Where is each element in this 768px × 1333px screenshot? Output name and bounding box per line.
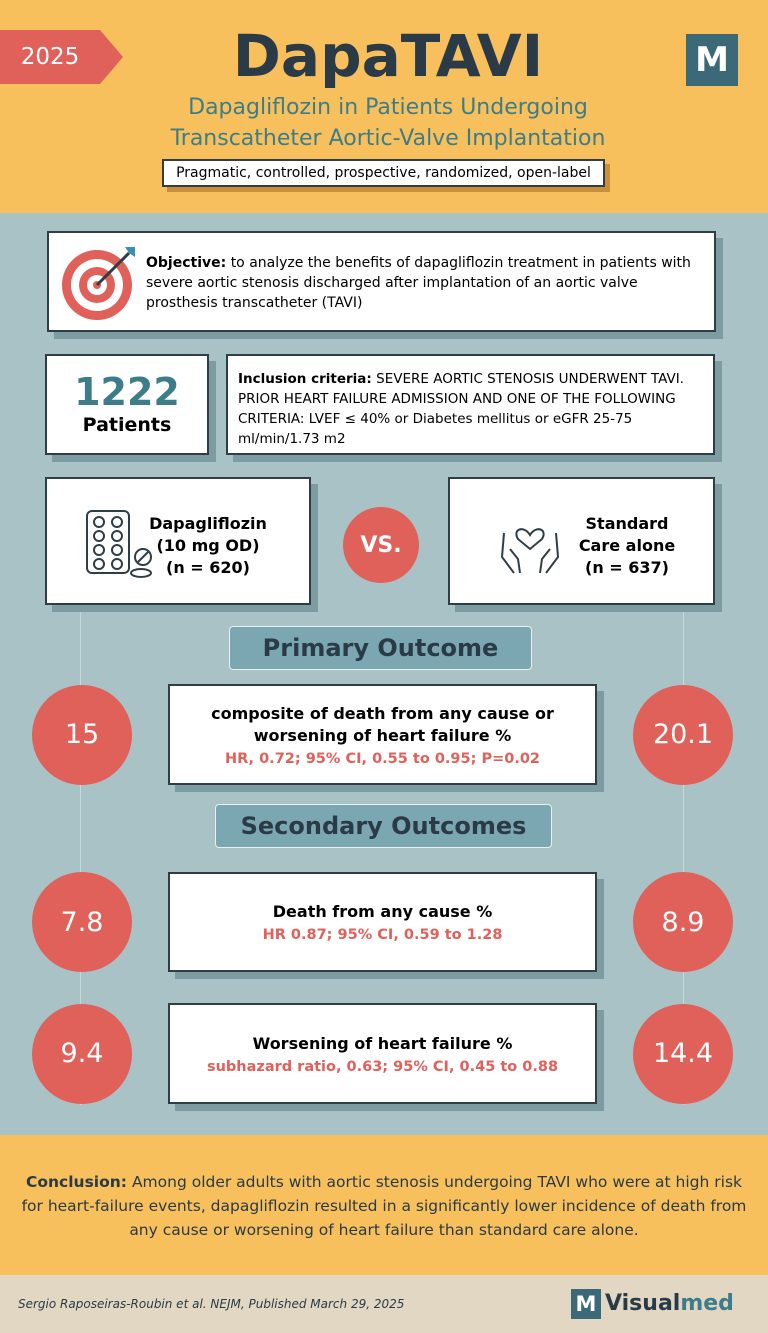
title: DapaTAVI: [232, 22, 544, 90]
subtitle-line: Dapagliflozin in Patients Undergoing: [188, 95, 588, 120]
brand: Visualmed: [605, 1289, 734, 1319]
dapagliflozin-value: 7.8: [32, 872, 132, 972]
arm-line: Care alone: [578, 536, 676, 555]
outcome-label: composite of death from any cause or wors…: [211, 703, 554, 747]
standard-care-value: 14.4: [633, 1003, 733, 1104]
arm-card: Dapagliflozin (10 mg OD) (n = 620): [45, 477, 311, 605]
arm-line: (10 mg OD): [156, 536, 260, 555]
standard-care-value: 20.1: [633, 684, 733, 785]
brand-part: Visual: [605, 1291, 681, 1316]
subtitle-line: Transcatheter Aortic-Valve Implantation: [170, 126, 606, 151]
arm-label: Standard Care alone (n = 637): [562, 513, 692, 579]
secondary-heading: Secondary Outcomes: [215, 804, 552, 848]
conclusion: Conclusion: Among older adults with aort…: [20, 1170, 748, 1242]
outcome-label: Worsening of heart failure %: [253, 1033, 513, 1055]
outcome-stats: HR 0.87; 95% CI, 0.59 to 1.28: [262, 927, 503, 943]
patients-label: Patients: [82, 414, 172, 436]
outcome-label-line: Death from any cause %: [272, 902, 493, 921]
outcome-label-line: composite of death from any cause or: [211, 703, 554, 723]
brand-part: med: [680, 1291, 734, 1316]
primary-heading: Primary Outcome: [229, 626, 532, 670]
arm-line: (n = 637): [585, 558, 669, 577]
study-design: Pragmatic, controlled, prospective, rand…: [162, 159, 605, 187]
year-tag: 2025: [20, 44, 80, 70]
outcome-stats: HR, 0.72; 95% CI, 0.55 to 0.95; P=0.02: [224, 750, 541, 767]
outcome-label-line: worsening of heart failure %: [253, 725, 512, 745]
objective-label: Objective:: [146, 255, 227, 271]
logo: M: [686, 34, 738, 86]
brand-logo: M: [571, 1289, 601, 1319]
target-icon: [62, 247, 135, 320]
objective-text: Objective: to analyze the benefits of da…: [146, 253, 706, 313]
objective-body: to analyze the benefits of dapagliflozin…: [146, 255, 691, 311]
citation: Sergio Raposeiras-Roubin et al. NEJM, Pu…: [18, 1297, 405, 1311]
arm-line: Standard: [585, 514, 669, 533]
dapagliflozin-value: 9.4: [32, 1003, 132, 1104]
arm-card: Standard Care alone (n = 637): [448, 477, 715, 605]
conclusion-label: Conclusion:: [25, 1173, 127, 1191]
conclusion-band: [0, 1135, 768, 1275]
hands-heart-icon: [500, 528, 560, 574]
footer-band: [0, 1275, 768, 1333]
standard-care-value: 8.9: [633, 872, 733, 972]
inclusion-label: Inclusion criteria:: [238, 371, 372, 387]
outcome-label-line: Worsening of heart failure %: [252, 1033, 513, 1053]
arm-line: Dapagliflozin: [149, 514, 267, 533]
inclusion-card: Inclusion criteria: SEVERE AORTIC STENOS…: [226, 354, 715, 455]
connector: [80, 605, 81, 1105]
outcome-card: Death from any cause % HR 0.87; 95% CI, 0…: [168, 872, 597, 972]
objective-card: Objective: to analyze the benefits of da…: [47, 231, 716, 332]
versus: VS.: [343, 507, 419, 583]
outcome-card: composite of death from any cause or wors…: [168, 684, 597, 785]
dapagliflozin-value: 15: [32, 684, 132, 785]
connector: [683, 605, 684, 1105]
conclusion-text: Among older adults with aortic stenosis …: [21, 1173, 747, 1239]
subtitle: Dapagliflozin in Patients Undergoing Tra…: [0, 92, 768, 154]
inclusion-text: SEVERE AORTIC STENOSIS UNDERWENT TAVI. P…: [238, 371, 684, 447]
outcome-stats: subhazard ratio, 0.63; 95% CI, 0.45 to 0…: [206, 1058, 559, 1075]
arm-label: Dapagliflozin (10 mg OD) (n = 620): [147, 513, 269, 579]
patients-count: 1222: [74, 370, 180, 414]
outcome-card: Worsening of heart failure % subhazard ra…: [168, 1003, 597, 1104]
year-tag-shape: [0, 30, 123, 84]
outcome-label: Death from any cause %: [273, 901, 492, 923]
pill-icon: [86, 510, 152, 578]
arm-line: (n = 620): [166, 558, 250, 577]
patients-card: 1222 Patients: [45, 354, 209, 455]
